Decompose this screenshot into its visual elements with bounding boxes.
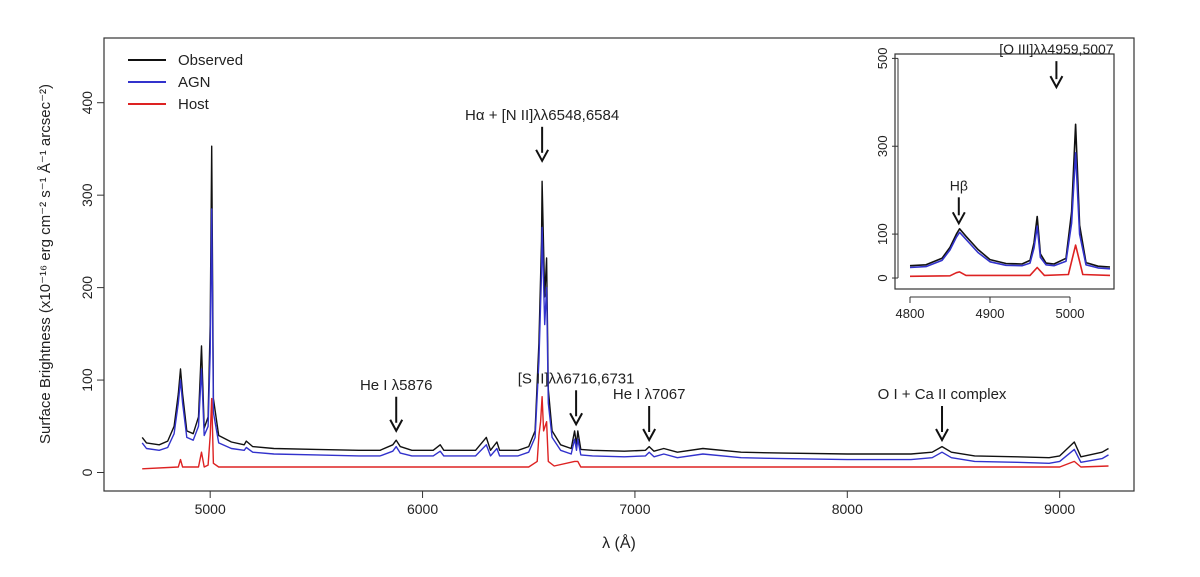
legend: Observed AGN Host [128,52,243,113]
main-annotation-he-i-5876-arrowhead [389,419,404,433]
inset-plot-frame [894,53,1115,290]
main-annotation-o-i-ca-ii-complex-arrowhead [935,428,949,443]
legend-label-observed: Observed [178,52,243,69]
inset-annotations: Hβ [O III]λλ4959,5007 [950,41,1114,226]
main-y-tick-label: 200 [79,276,95,300]
inset-series-group [909,123,1111,278]
inset-x-tick-label: 4900 [976,306,1005,321]
main-y-tick-label: 400 [79,91,95,115]
inset-y-tick-label: 100 [875,223,890,245]
inset-y-tick-label: 300 [875,135,890,157]
main-annotation-he-i-7067-label: He I λ7067 [613,386,686,403]
main-y-tick-label: 100 [79,368,95,392]
inset-annotation-h-arrowhead [951,211,966,226]
inset-series-observed [909,123,1111,268]
main-annotation-he-i-7067-arrowhead [642,428,657,443]
main-series-observed [141,145,1109,459]
inset-series-host [909,244,1111,278]
legend-label-agn: AGN [178,74,211,91]
main-y-tick-label: 0 [79,468,95,476]
main-x-tick-label: 7000 [619,501,650,517]
inset-x-tick-label: 5000 [1056,306,1085,321]
main-annotation-he-i-5876-label: He I λ5876 [360,377,433,394]
main-annotation-s-ii-6716-6731-arrowhead [569,412,583,427]
inset-annotation-h-label: Hβ [950,177,968,193]
main-y-axis-label: Surface Brightness (x10⁻¹⁶ erg cm⁻² s⁻¹ … [37,84,54,444]
inset-y-tick-label: 500 [875,48,890,70]
legend-label-host: Host [178,96,210,113]
main-series-agn [141,208,1109,464]
main-series-host [142,396,1109,470]
main-x-tick-label: 5000 [195,501,226,517]
main-x-tick-label: 9000 [1044,501,1075,517]
main-annotation-o-i-ca-ii-complex-label: O I + Ca II complex [878,386,1007,403]
main-annotation-s-ii-6716-6731-label: [S II]λλ6716,6731 [518,370,635,387]
main-annotation-h-n-ii-6548-6584-label: Hα + [N II]λλ6548,6584 [465,107,619,124]
main-x-tick-label: 8000 [832,501,863,517]
inset-annotation-o-iii-4959-5007-label: [O III]λλ4959,5007 [999,41,1114,57]
main-series-group [141,145,1109,470]
main-x-axis-label: λ (Å) [602,533,636,552]
inset-x-axis: 4800 4900 5000 [896,296,1085,321]
main-y-tick-label: 300 [79,183,95,207]
inset-plot: 4800 4900 5000 0 100 300 500 Hβ [O III]λλ4959,… [862,41,1116,336]
main-x-axis: 5000 6000 7000 8000 9000 [195,490,1075,517]
main-y-axis: 0 100 200 300 400 [79,91,105,476]
main-x-tick-label: 6000 [407,501,438,517]
inset-y-axis: 0 100 300 500 [875,48,899,282]
inset-y-tick-label: 0 [875,274,890,281]
main-annotations: Hα + [N II]λλ6548,6584[S II]λλ6716,6731H… [360,107,1007,443]
inset-series-agn [909,152,1111,270]
inset-x-tick-label: 4800 [896,306,925,321]
inset-annotation-o-iii-4959-5007-arrowhead [1049,75,1064,90]
main-annotation-h-n-ii-6548-6584-arrowhead [535,149,549,163]
